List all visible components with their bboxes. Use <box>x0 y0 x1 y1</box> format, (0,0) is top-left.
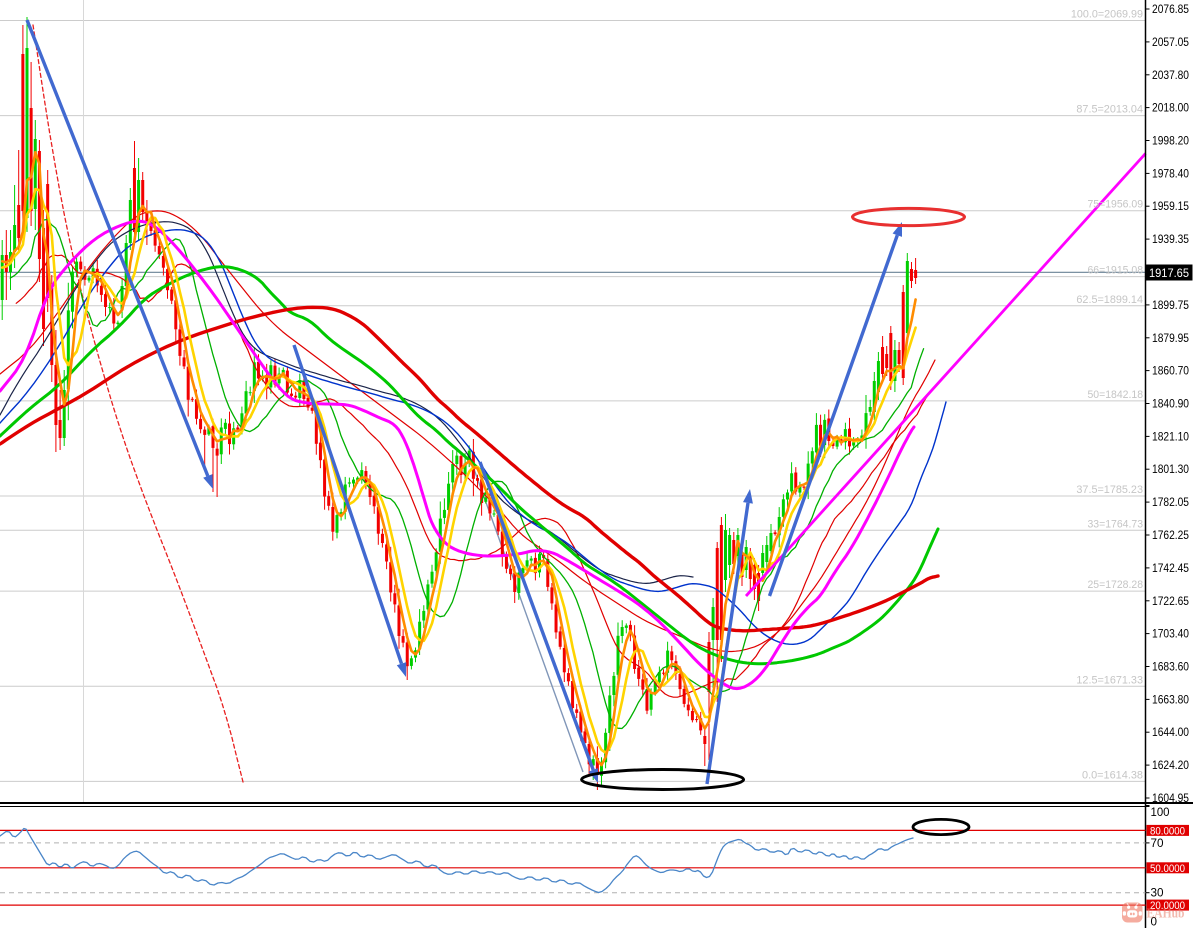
svg-text:0.0=1614.38: 0.0=1614.38 <box>1082 769 1143 781</box>
svg-text:1742.45: 1742.45 <box>1152 563 1189 575</box>
svg-text:70: 70 <box>1151 838 1164 850</box>
svg-text:2057.05: 2057.05 <box>1152 37 1189 49</box>
svg-text:1703.40: 1703.40 <box>1152 629 1189 641</box>
svg-text:80.0000: 80.0000 <box>1150 825 1185 837</box>
svg-text:1663.80: 1663.80 <box>1152 694 1189 706</box>
svg-text:12.5=1671.33: 12.5=1671.33 <box>1076 674 1143 686</box>
svg-text:37.5=1785.23: 37.5=1785.23 <box>1076 484 1143 496</box>
svg-text:2037.80: 2037.80 <box>1152 70 1189 82</box>
svg-text:87.5=2013.04: 87.5=2013.04 <box>1076 104 1143 116</box>
svg-text:1821.10: 1821.10 <box>1152 431 1189 443</box>
svg-text:1879.95: 1879.95 <box>1152 333 1189 345</box>
svg-text:1840.90: 1840.90 <box>1152 399 1189 411</box>
svg-text:20.0000: 20.0000 <box>1150 900 1185 912</box>
svg-text:1762.25: 1762.25 <box>1152 530 1189 542</box>
svg-text:1939.35: 1939.35 <box>1152 234 1189 246</box>
svg-text:1917.65: 1917.65 <box>1149 266 1189 280</box>
svg-text:62.5=1899.14: 62.5=1899.14 <box>1076 294 1143 306</box>
svg-text:66=1915.08: 66=1915.08 <box>1088 265 1144 277</box>
svg-text:1722.65: 1722.65 <box>1152 596 1189 608</box>
svg-text:2076.85: 2076.85 <box>1152 4 1189 16</box>
svg-text:75=1956.09: 75=1956.09 <box>1088 199 1144 211</box>
svg-text:0: 0 <box>1151 917 1158 928</box>
svg-text:100.0=2069.99: 100.0=2069.99 <box>1071 9 1143 21</box>
svg-text:1624.20: 1624.20 <box>1152 760 1189 772</box>
svg-text:100: 100 <box>1151 807 1170 819</box>
svg-text:1959.15: 1959.15 <box>1152 201 1189 213</box>
svg-text:30: 30 <box>1151 888 1164 900</box>
svg-text:1604.95: 1604.95 <box>1152 793 1189 805</box>
svg-text:2018.00: 2018.00 <box>1152 103 1189 115</box>
svg-text:1978.40: 1978.40 <box>1152 168 1189 180</box>
svg-text:1801.30: 1801.30 <box>1152 464 1189 476</box>
svg-text:1860.70: 1860.70 <box>1152 366 1189 378</box>
svg-text:33=1764.73: 33=1764.73 <box>1088 518 1144 530</box>
svg-text:1899.75: 1899.75 <box>1152 300 1189 312</box>
svg-text:50.0000: 50.0000 <box>1150 863 1185 875</box>
svg-text:1782.05: 1782.05 <box>1152 497 1189 509</box>
svg-text:1998.20: 1998.20 <box>1152 136 1189 148</box>
svg-text:25=1728.28: 25=1728.28 <box>1088 579 1144 591</box>
svg-text:1683.60: 1683.60 <box>1152 662 1189 674</box>
svg-text:EAHub: EAHub <box>1147 907 1185 922</box>
svg-text:50=1842.18: 50=1842.18 <box>1088 389 1144 401</box>
svg-text:1644.00: 1644.00 <box>1152 727 1189 739</box>
